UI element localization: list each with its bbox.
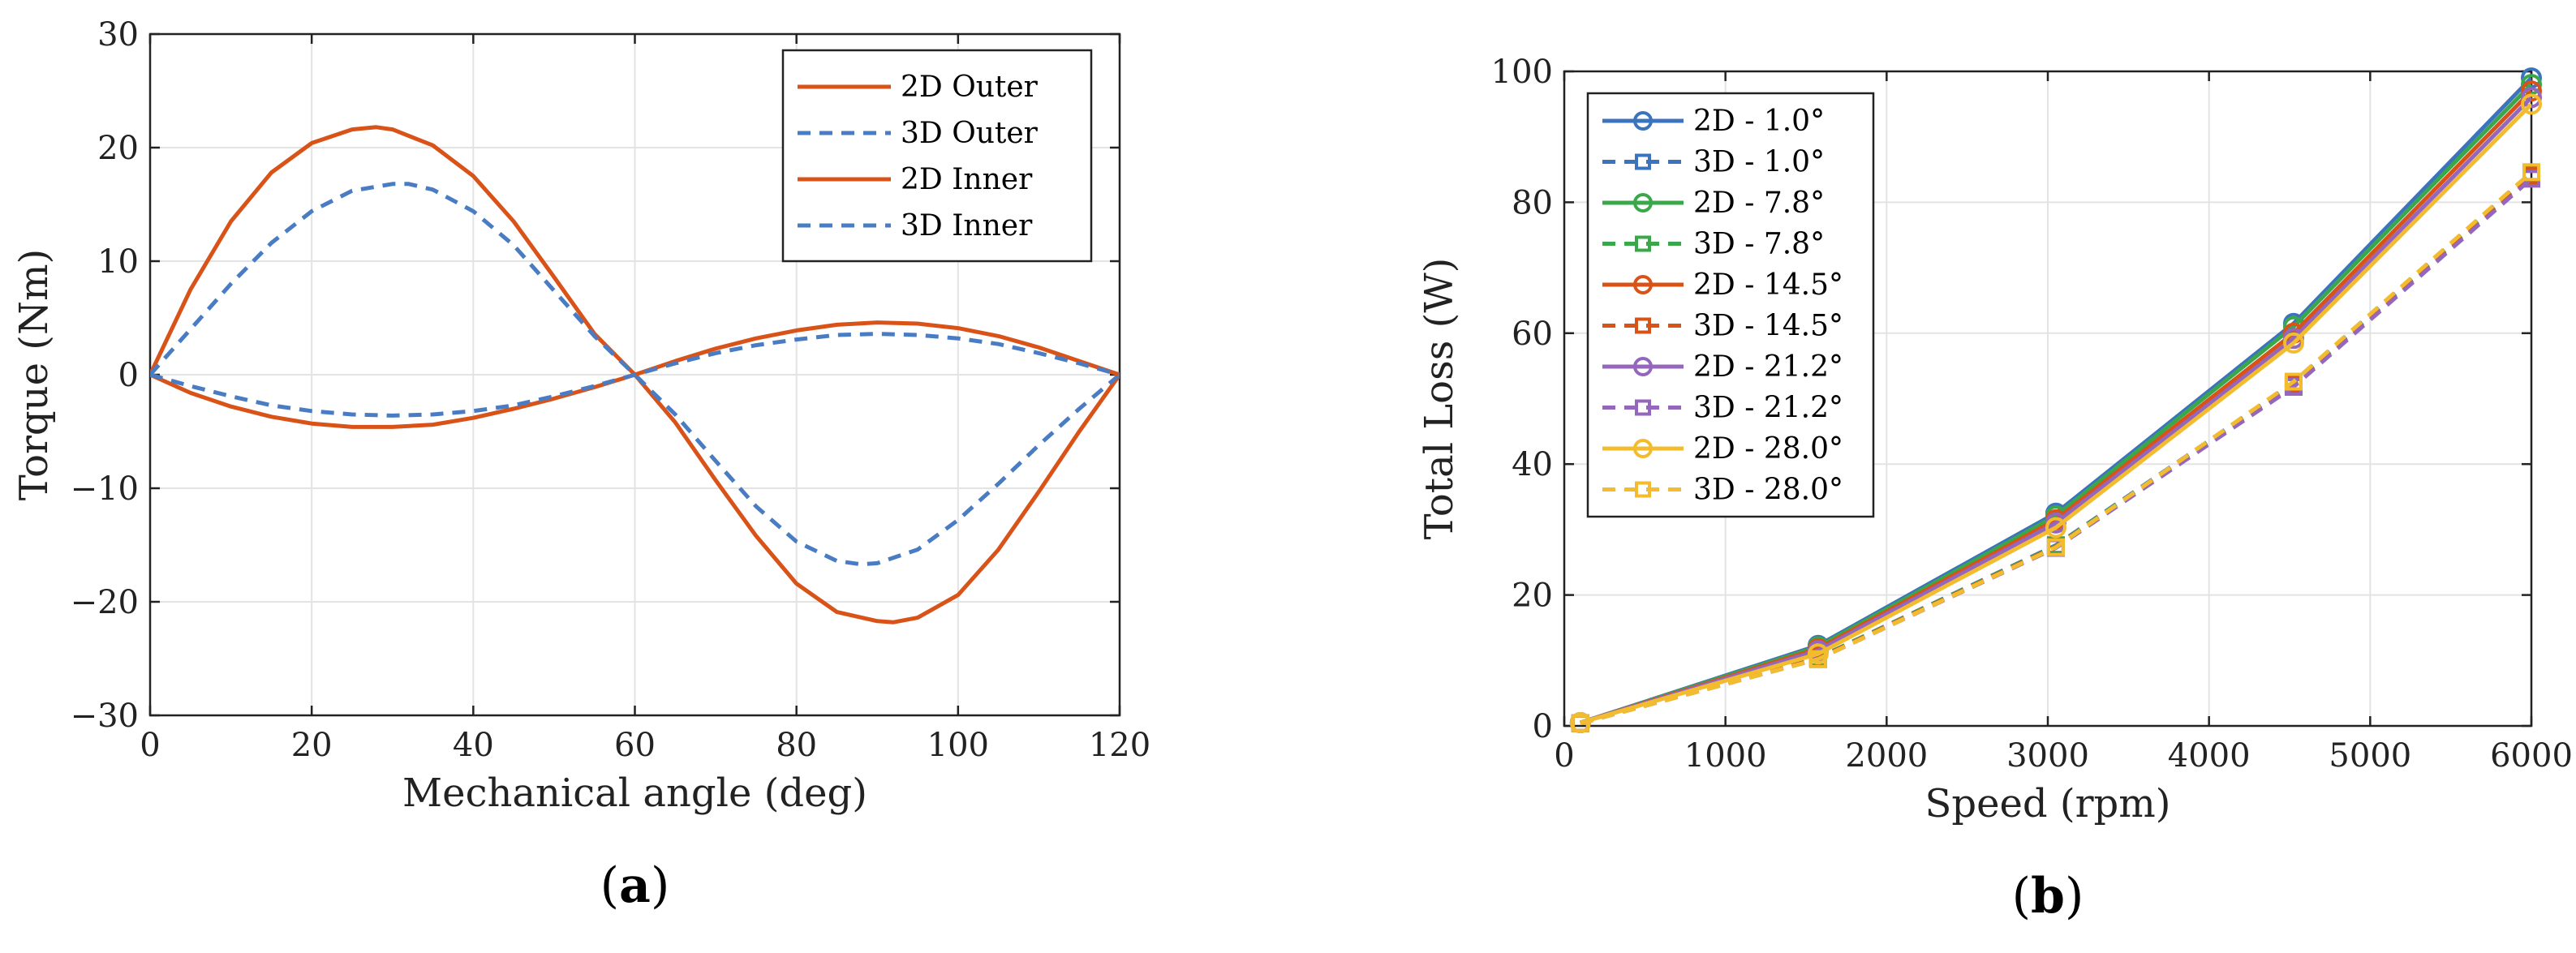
legend-entry: 2D - 14.5° — [1602, 268, 1843, 302]
legend-marker — [1635, 399, 1651, 416]
legend-entry: 3D - 21.2° — [1602, 392, 1843, 425]
legend-entry: 2D Outer — [798, 71, 1039, 104]
legend-marker — [1633, 111, 1653, 131]
x-tick-label: 4000 — [2168, 737, 2251, 775]
legend-marker — [1633, 357, 1653, 376]
ticks: 0 1000 2000 3000 4000 5000 6000 0 20 40 60 80 100 — [1491, 54, 2573, 775]
data-point — [2522, 163, 2540, 182]
x-tick-label: 40 — [453, 727, 494, 764]
data-point — [2045, 517, 2066, 539]
chart-a: 0 20 40 60 80 100 120 −30 −20 −10 0 10 20 30 Mechanica… — [11, 16, 1150, 914]
panel-label: (a) — [600, 857, 670, 914]
legend-marker — [1633, 275, 1653, 294]
data-point — [2046, 538, 2065, 556]
legend-marker — [1633, 193, 1653, 212]
y-tick-label: 20 — [97, 130, 139, 167]
series-line — [1580, 102, 2531, 725]
panel-label: (b) — [2012, 868, 2084, 925]
legend: 2D - 1.0° 3D - 1.0° 2D - 7.8° 3D - 7.8° 2D -… — [1586, 92, 1875, 518]
series-group — [1569, 67, 2542, 733]
y-axis-title: Torque (Nm) — [11, 249, 57, 500]
legend-entry: 2D Inner — [798, 163, 1033, 196]
y-tick-label: 80 — [1512, 184, 1553, 221]
x-axis-title: Mechanical angle (deg) — [402, 771, 867, 816]
series-3d-outer — [150, 182, 1120, 567]
legend-marker — [1635, 481, 1651, 498]
x-tick-label: 5000 — [2329, 737, 2411, 775]
legend-entry: 2D - 21.2° — [1602, 350, 1843, 384]
legend-marker — [1635, 153, 1651, 170]
y-tick-label: 20 — [1512, 577, 1553, 615]
legend-label: 3D - 28.0° — [1693, 474, 1843, 507]
chart-b: 0 1000 2000 3000 4000 5000 6000 0 20 40 60 80 100 Spe… — [1417, 54, 2573, 925]
legend-entry: 3D Inner — [798, 209, 1033, 243]
legend-label: 2D Inner — [901, 163, 1033, 196]
legend-entry: 3D - 28.0° — [1602, 474, 1843, 507]
legend-entry: 2D - 1.0° — [1602, 105, 1825, 138]
x-tick-label: 20 — [291, 727, 333, 764]
series-line — [150, 182, 1120, 567]
ticks: 0 20 40 60 80 100 120 −30 −20 −10 0 10 20 30 — [71, 16, 1151, 764]
legend-marker — [1633, 439, 1653, 458]
x-tick-label: 1000 — [1684, 737, 1767, 775]
legend-entry: 3D Outer — [798, 117, 1039, 150]
series-group — [150, 125, 1120, 625]
x-tick-label: 120 — [1089, 727, 1150, 764]
legend-label: 2D Outer — [901, 71, 1039, 104]
legend-label: 2D - 28.0° — [1693, 432, 1843, 466]
legend-label: 2D - 7.8° — [1693, 187, 1825, 220]
legend-label: 3D - 7.8° — [1693, 228, 1825, 261]
legend-marker — [1635, 317, 1651, 334]
y-tick-label: 100 — [1491, 54, 1553, 91]
x-tick-label: 60 — [614, 727, 656, 764]
y-tick-label: −20 — [71, 584, 139, 621]
legend-entry: 2D - 7.8° — [1602, 187, 1825, 220]
legend-entry: 3D - 7.8° — [1602, 228, 1825, 261]
x-tick-label: 0 — [140, 727, 160, 764]
y-axis-title: Total Loss (W) — [1417, 258, 1462, 540]
y-tick-label: 0 — [118, 357, 139, 394]
data-point — [2284, 372, 2303, 391]
legend-entry: 3D - 1.0° — [1602, 146, 1825, 179]
x-tick-label: 6000 — [2490, 737, 2573, 775]
y-tick-label: −30 — [71, 698, 139, 735]
y-tick-label: 10 — [97, 243, 139, 281]
legend-entry: 3D - 14.5° — [1602, 310, 1843, 343]
data-point — [2521, 93, 2542, 115]
x-tick-label: 100 — [927, 727, 989, 764]
y-tick-label: 60 — [1512, 316, 1553, 353]
legend-entry: 2D - 28.0° — [1602, 432, 1843, 466]
x-tick-label: 0 — [1554, 737, 1574, 775]
legend-label: 3D - 14.5° — [1693, 310, 1843, 343]
legend-label: 2D - 1.0° — [1693, 105, 1825, 138]
legend-label: 2D - 14.5° — [1693, 268, 1843, 302]
data-point — [1808, 650, 1827, 668]
series-line — [1580, 96, 2531, 725]
data-point — [2282, 332, 2304, 354]
legend-label: 3D Outer — [901, 117, 1039, 150]
series-3d-28-0- — [1571, 163, 2540, 732]
data-point — [1571, 714, 1589, 732]
legend-marker — [1635, 235, 1651, 252]
series-line — [150, 332, 1120, 418]
x-axis-title: Speed (rpm) — [1924, 781, 2170, 826]
y-tick-label: 0 — [1533, 708, 1553, 745]
panel-letter: a — [619, 857, 651, 914]
panel-letter: b — [2031, 868, 2065, 925]
legend-label: 3D - 21.2° — [1693, 392, 1843, 425]
y-tick-label: −10 — [71, 470, 139, 508]
legend: 2D Outer 3D Outer 2D Inner 3D Inner — [781, 49, 1093, 263]
legend-label: 3D Inner — [901, 209, 1033, 243]
legend-label: 3D - 1.0° — [1693, 146, 1825, 179]
x-tick-label: 3000 — [2006, 737, 2089, 775]
y-tick-label: 40 — [1512, 446, 1553, 483]
legend-label: 2D - 21.2° — [1693, 350, 1843, 384]
x-tick-label: 2000 — [1845, 737, 1928, 775]
x-tick-label: 80 — [776, 727, 817, 764]
series-3d-inner — [150, 332, 1120, 418]
series-line — [1580, 170, 2531, 726]
y-tick-label: 30 — [97, 16, 139, 54]
